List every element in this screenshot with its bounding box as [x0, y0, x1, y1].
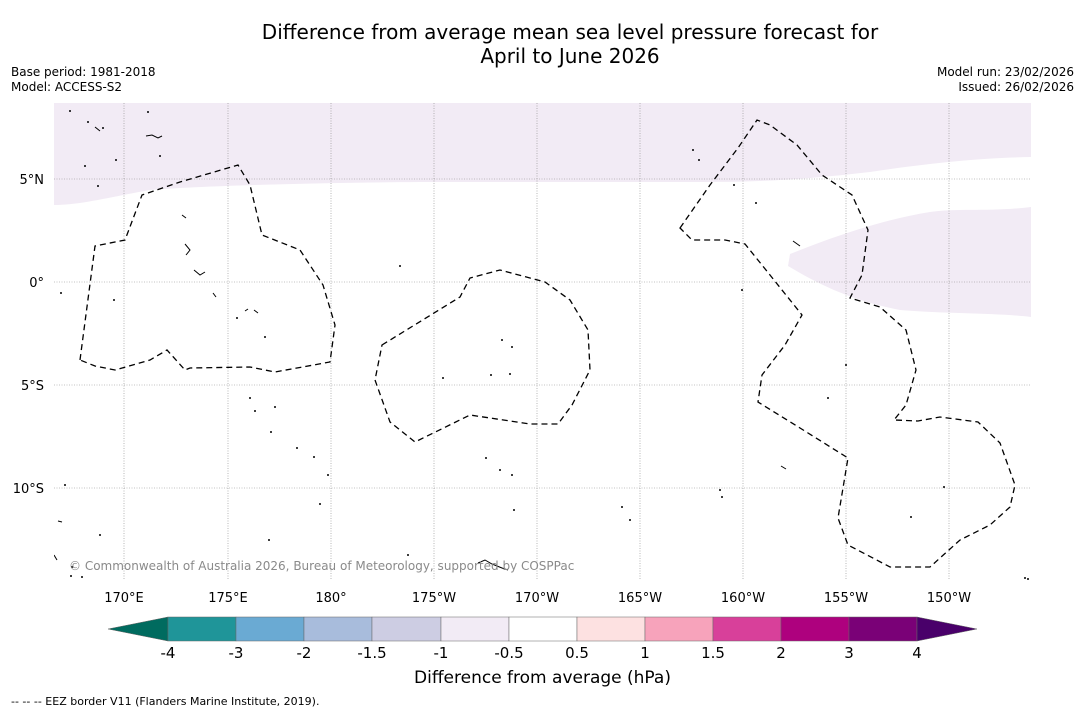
issued-date: Issued: 26/02/2026 [958, 80, 1074, 94]
lon-label-170w: 170°W [515, 591, 559, 606]
lon-label-155w: 155°W [824, 591, 868, 606]
colorbar-segment [712, 616, 782, 642]
longitude-labels: 170°E 175°E 180° 175°W 170°W 165°W 160°W… [104, 591, 971, 606]
colorbar-tick: 1 [640, 644, 650, 662]
eez-border-tuvalu-kiribati-west [79, 164, 336, 373]
colorbar-tick: 4 [912, 644, 922, 662]
gridlines [54, 103, 1031, 580]
lon-label-150w: 150°W [927, 591, 971, 606]
colorbar-extend-low [107, 616, 169, 642]
title-line-1: Difference from average mean sea level p… [261, 20, 879, 44]
lon-label-165w: 165°W [618, 591, 662, 606]
colorbar-label: Difference from average (hPa) [414, 668, 671, 688]
colorbar-segment [644, 616, 714, 642]
lon-label-180: 180° [315, 591, 346, 606]
model-name: Model: ACCESS-S2 [11, 80, 123, 94]
lon-label-170e: 170°E [104, 591, 144, 606]
colorbar-tick: -4 [161, 644, 176, 662]
colorbar-segment [576, 616, 646, 642]
colorbar-segment [508, 616, 578, 642]
colorbar-tick: -1 [434, 644, 449, 662]
colorbar-tick: 3 [844, 644, 854, 662]
model-run: Model run: 23/02/2026 [936, 65, 1074, 79]
atolls [60, 110, 1029, 580]
base-period: Base period: 1981-2018 [11, 65, 156, 79]
lon-label-175w: 175°W [412, 591, 456, 606]
title-line-2: April to June 2026 [480, 44, 660, 68]
lon-label-160w: 160°W [721, 591, 765, 606]
map-panel: © Commonwealth of Australia 2026, Bureau… [54, 103, 1031, 580]
colorbar-extend-high [916, 616, 978, 642]
colorbar-tick: -1.5 [357, 644, 386, 662]
latitude-labels: 5°N 0° 5°S 10°S [13, 173, 44, 497]
lat-label-0: 0° [29, 276, 44, 291]
colorbar-tick: -3 [229, 644, 244, 662]
lon-label-175e: 175°E [208, 591, 248, 606]
meta-left: Base period: 1981-2018 Model: ACCESS-S2 [11, 65, 156, 95]
eez-border-phoenix-islands [374, 269, 591, 443]
map-title: Difference from average mean sea level p… [0, 20, 1085, 68]
colorbar-tick: -0.5 [494, 644, 523, 662]
colorbar-segment [371, 616, 442, 642]
colorbar-segment [440, 616, 510, 642]
lat-label-5s: 5°S [21, 379, 44, 394]
lat-label-5n: 5°N [20, 173, 45, 188]
pressure-anomaly-shading-north [54, 103, 1031, 205]
eez-footnote: -- -- -- EEZ border V11 (Flanders Marine… [11, 695, 320, 708]
colorbar: -4 -3 -2 -1.5 -1 -0.5 0.5 1 1.5 2 3 4 [107, 616, 978, 662]
colorbar-tick: 0.5 [565, 644, 589, 662]
colorbar-tick: 1.5 [701, 644, 725, 662]
colorbar-segment [303, 616, 373, 642]
copyright-notice: © Commonwealth of Australia 2026, Bureau… [69, 559, 574, 573]
meta-right: Model run: 23/02/2026 Issued: 26/02/2026 [937, 65, 1074, 95]
colorbar-segment [848, 616, 918, 642]
lat-label-10s: 10°S [13, 482, 44, 497]
colorbar-tick: 2 [776, 644, 786, 662]
pressure-anomaly-shading-east [788, 207, 1031, 317]
colorbar-segment [780, 616, 850, 642]
eez-border-line-islands [679, 119, 1016, 568]
colorbar-tick: -2 [297, 644, 312, 662]
islands [54, 126, 801, 571]
colorbar-segment [167, 616, 237, 642]
colorbar-segment [235, 616, 305, 642]
eez-borders [79, 119, 1016, 568]
